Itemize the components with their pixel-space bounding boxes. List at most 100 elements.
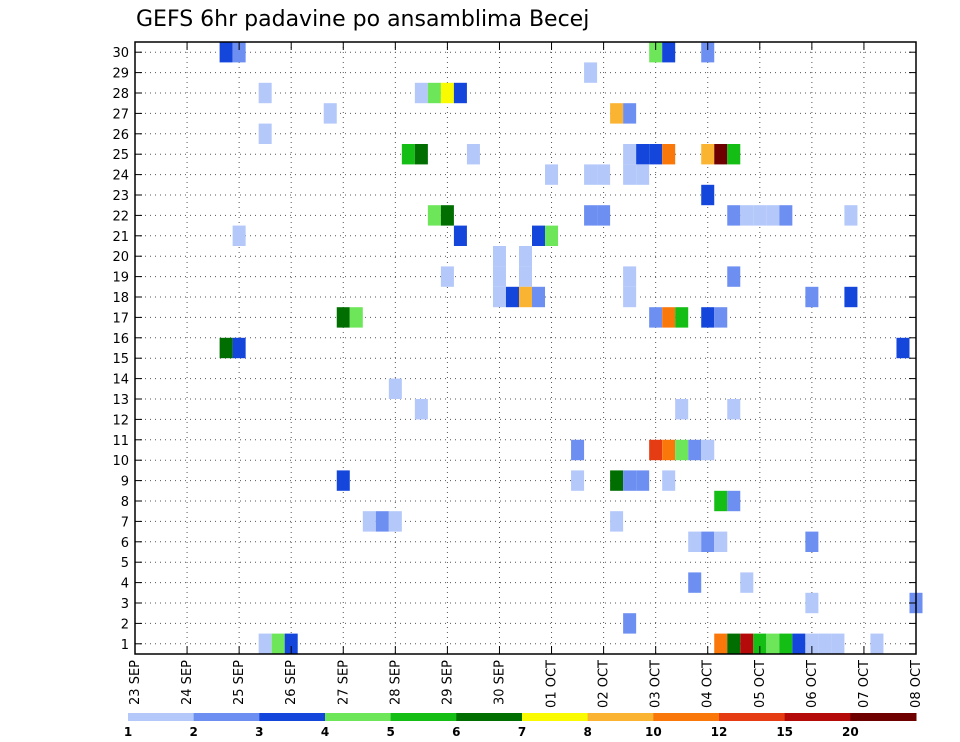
y-axis: 1234567891011121314151617181920212223242… xyxy=(112,46,916,653)
heatmap-cell xyxy=(753,633,767,654)
heatmap-cell xyxy=(571,439,585,461)
heatmap-cell xyxy=(701,144,715,165)
y-tick-label: 11 xyxy=(112,434,129,449)
heatmap-cell xyxy=(518,286,533,308)
y-tick-label: 4 xyxy=(121,577,129,592)
colorbar-swatch xyxy=(522,713,589,721)
x-tick-label: 04 OCT xyxy=(701,660,716,708)
heatmap-cell xyxy=(401,144,415,165)
heatmap-cell xyxy=(740,633,754,654)
x-tick-label: 06 OCT xyxy=(805,660,820,708)
heatmap-cell xyxy=(545,164,559,185)
heatmap-cell xyxy=(701,307,715,328)
heatmap-cell xyxy=(336,307,350,328)
heatmap-cell xyxy=(375,511,389,532)
colorbar-swatch xyxy=(784,713,851,721)
heatmap-cell xyxy=(636,164,650,185)
heatmap-cell xyxy=(414,82,428,104)
y-tick-label: 26 xyxy=(112,128,129,143)
heatmap-cell xyxy=(492,286,506,308)
heatmap-cell xyxy=(701,42,715,63)
heatmap-cell xyxy=(584,205,598,226)
heatmap-cell xyxy=(532,225,546,246)
heatmap-cell xyxy=(779,205,793,226)
heatmap-cell xyxy=(649,144,663,165)
heatmap-cell xyxy=(688,572,702,593)
x-tick-label: 23 SEP xyxy=(128,660,143,705)
y-tick-label: 6 xyxy=(121,536,129,551)
heatmap-cell xyxy=(675,307,689,328)
y-tick-label: 7 xyxy=(121,515,129,530)
chart-title: GEFS 6hr padavine po ansamblima Becej xyxy=(136,7,589,32)
y-tick-label: 28 xyxy=(112,87,129,102)
y-tick-label: 27 xyxy=(112,107,129,122)
heatmap-cell xyxy=(349,307,363,328)
y-tick-label: 17 xyxy=(112,311,129,326)
y-tick-label: 21 xyxy=(112,230,129,245)
heatmap-cell xyxy=(388,511,402,532)
heatmap-cell xyxy=(610,470,624,491)
heatmap-cell xyxy=(518,266,533,287)
heatmap-cell xyxy=(623,613,637,634)
heatmap-cell xyxy=(701,531,715,552)
x-tick-label: 01 OCT xyxy=(545,660,560,708)
heatmap-cell xyxy=(427,82,441,104)
y-tick-label: 9 xyxy=(121,475,129,490)
x-tick-label: 29 SEP xyxy=(440,660,455,705)
y-tick-label: 2 xyxy=(121,617,129,632)
heatmap-cell xyxy=(649,439,663,461)
heatmap-cell xyxy=(388,378,402,399)
heatmap-cell xyxy=(844,205,858,226)
heatmap-cell xyxy=(505,286,519,308)
heatmap-cell xyxy=(792,633,806,654)
heatmap-cell xyxy=(258,123,272,144)
heatmap-cell xyxy=(427,205,441,226)
y-tick-label: 12 xyxy=(112,413,129,428)
heatmap-cell xyxy=(740,205,754,226)
heatmap-cell xyxy=(714,307,728,328)
y-tick-label: 20 xyxy=(112,250,129,265)
y-tick-label: 14 xyxy=(112,373,129,388)
heatmap-cell xyxy=(662,42,676,63)
heatmap-cell xyxy=(714,531,728,552)
heatmap-cell xyxy=(440,82,454,104)
heatmap-cell xyxy=(492,246,506,267)
heatmap-cell xyxy=(779,633,793,654)
colorbar-swatch xyxy=(390,713,457,721)
x-tick-label: 26 SEP xyxy=(284,660,299,705)
heatmap-cell xyxy=(453,82,467,104)
y-tick-label: 25 xyxy=(112,148,129,163)
y-tick-label: 8 xyxy=(121,495,129,510)
heatmap-cell xyxy=(727,633,741,654)
heatmap-cell xyxy=(258,82,272,104)
y-tick-label: 29 xyxy=(112,67,129,82)
heatmap-cell xyxy=(258,633,272,654)
y-tick-label: 23 xyxy=(112,189,129,204)
data-cells xyxy=(219,42,923,654)
heatmap-cell xyxy=(518,246,533,267)
colorbar-label: 4 xyxy=(321,725,329,739)
heatmap-cell xyxy=(336,470,350,491)
heatmap-cell xyxy=(662,144,676,165)
colorbar-swatch xyxy=(653,713,720,721)
heatmap-cell xyxy=(610,511,624,532)
y-tick-label: 10 xyxy=(112,454,129,469)
heatmap-cell xyxy=(805,592,819,614)
heatmap-cell xyxy=(727,399,741,420)
heatmap-cell xyxy=(610,103,624,124)
heatmap-cell xyxy=(714,633,728,654)
x-tick-label: 24 SEP xyxy=(180,660,195,705)
y-tick-label: 19 xyxy=(112,271,129,286)
heatmap-cell xyxy=(271,633,285,654)
heatmap-cell xyxy=(649,42,663,63)
heatmap-cell xyxy=(662,439,676,461)
colorbar-label: 10 xyxy=(645,725,662,739)
heatmap-cell xyxy=(284,633,298,654)
colorbar-swatch xyxy=(193,713,260,721)
heatmap-cell xyxy=(649,307,663,328)
heatmap-cell xyxy=(675,439,689,461)
colorbar-swatch xyxy=(850,713,917,721)
y-tick-label: 13 xyxy=(112,393,129,408)
y-tick-label: 18 xyxy=(112,291,129,306)
